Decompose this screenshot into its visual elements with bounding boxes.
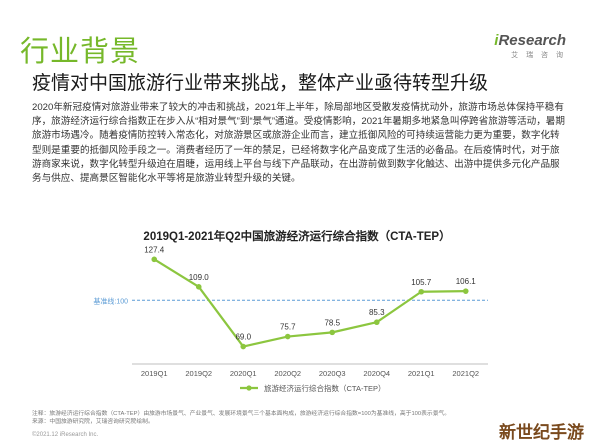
brand-logo-i: i — [494, 32, 499, 49]
data-label: 109.0 — [189, 273, 210, 282]
data-point — [373, 319, 380, 326]
data-point — [151, 256, 158, 263]
data-label: 78.5 — [324, 318, 340, 327]
source-text: 来源：中国旅游研究院，艾瑞咨询研究院绘制。 — [32, 419, 154, 425]
data-label: 75.7 — [280, 323, 296, 332]
data-point — [462, 288, 469, 294]
legend-marker — [246, 385, 252, 391]
baseline-label: 基准线:100 — [93, 296, 128, 305]
series-line — [153, 258, 466, 348]
data-label: 105.7 — [411, 278, 432, 287]
data-point — [418, 288, 425, 295]
copyright: ©2021.12 iResearch Inc. — [32, 432, 99, 438]
watermark-text: 新世纪手游 — [499, 423, 584, 442]
x-tick-label: 2020Q3 — [319, 369, 346, 378]
data-label: 69.0 — [235, 333, 251, 342]
note-text: 注释：旅游经济运行综合指数（CTA-TEP）由旅游市场景气、产业景气、发展环境景… — [32, 411, 451, 417]
data-point — [195, 284, 202, 290]
chart-title: 2019Q1-2021年Q2中国旅游经济运行综合指数（CTA-TEP） — [143, 231, 451, 243]
body-paragraph: 2020年新冠疫情对旅游业带来了较大的冲击和挑战，2021年上半年，除局部地区受… — [32, 102, 565, 185]
x-tick-label: 2020Q2 — [274, 369, 301, 378]
x-tick-label: 2019Q1 — [141, 369, 168, 378]
brand-logo-text: Research — [498, 32, 566, 49]
x-tick-label: 2021Q2 — [452, 369, 479, 378]
page-headline: 疫情对中国旅游行业带来挑战，整体产业亟待转型升级 — [32, 73, 489, 94]
data-point — [329, 329, 336, 336]
chart-notes: 注释：旅游经济运行综合指数（CTA-TEP）由旅游市场景气、产业景气、发展环境景… — [32, 410, 572, 426]
iresearch-logo: iResearch 艾 瑞 咨 询 — [494, 32, 566, 60]
brand-chinese-name: 艾 瑞 咨 询 — [511, 52, 566, 59]
data-label: 127.4 — [144, 245, 165, 254]
legend-label: 旅游经济运行综合指数（CTA-TEP） — [264, 383, 386, 393]
data-label: 106.1 — [456, 277, 477, 286]
line-chart: 基准线:100 127.4 2019Q1 109.0 2019Q2 69.0 2020Q1 7… — [93, 245, 488, 393]
data-label: 85.3 — [369, 308, 385, 317]
x-tick-label: 2019Q2 — [185, 369, 212, 378]
data-point — [240, 343, 247, 350]
x-tick-label: 2020Q1 — [230, 369, 257, 378]
section-title: 行业背景 — [20, 36, 141, 68]
x-tick-label: 2020Q4 — [363, 369, 390, 378]
data-point — [284, 333, 291, 340]
x-tick-label: 2021Q1 — [408, 369, 435, 378]
